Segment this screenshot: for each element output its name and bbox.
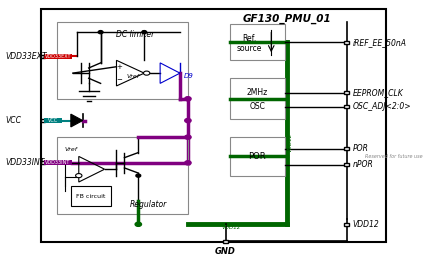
Text: nPOR: nPOR bbox=[353, 160, 373, 169]
Circle shape bbox=[185, 118, 191, 123]
Text: VDD33EXT: VDD33EXT bbox=[5, 52, 47, 61]
Text: VDD33EXT: VDD33EXT bbox=[45, 54, 71, 59]
Bar bbox=[344, 223, 349, 226]
Text: FB circuit: FB circuit bbox=[76, 194, 106, 199]
Text: VDD12: VDD12 bbox=[288, 133, 293, 152]
Circle shape bbox=[142, 31, 147, 34]
Text: Vref: Vref bbox=[127, 75, 139, 80]
Text: Vref: Vref bbox=[65, 147, 78, 153]
Text: VCC: VCC bbox=[48, 118, 58, 123]
Text: DC limiter: DC limiter bbox=[116, 30, 154, 39]
Text: EEPROM_CLK: EEPROM_CLK bbox=[353, 88, 403, 97]
Text: iREF_EE_50nA: iREF_EE_50nA bbox=[353, 38, 407, 47]
Polygon shape bbox=[71, 114, 83, 127]
Circle shape bbox=[98, 31, 103, 34]
Text: GF130_PMU_01: GF130_PMU_01 bbox=[243, 14, 332, 24]
Text: OSC_ADJ<2:0>: OSC_ADJ<2:0> bbox=[353, 103, 411, 111]
Circle shape bbox=[135, 222, 142, 226]
Text: OSC: OSC bbox=[249, 103, 265, 111]
Bar bbox=[344, 41, 349, 44]
Text: VDD12: VDD12 bbox=[353, 220, 379, 229]
Bar bbox=[344, 105, 349, 109]
Bar bbox=[344, 91, 349, 94]
Bar bbox=[41, 119, 45, 122]
Text: source: source bbox=[237, 44, 262, 53]
Text: 2MHz: 2MHz bbox=[247, 88, 268, 97]
Text: GND: GND bbox=[215, 247, 236, 256]
Circle shape bbox=[143, 71, 150, 75]
Text: VCC: VCC bbox=[5, 116, 21, 125]
FancyBboxPatch shape bbox=[44, 118, 62, 123]
Text: POR: POR bbox=[248, 152, 266, 161]
Circle shape bbox=[185, 135, 191, 139]
Text: Reserved for future use: Reserved for future use bbox=[365, 154, 422, 159]
Bar bbox=[344, 147, 349, 150]
Circle shape bbox=[185, 97, 191, 101]
Bar bbox=[41, 55, 45, 58]
Text: Regulator: Regulator bbox=[130, 200, 167, 209]
Bar bbox=[344, 163, 349, 166]
Text: +: + bbox=[117, 64, 123, 70]
Bar bbox=[41, 161, 45, 164]
Text: VDD33INT: VDD33INT bbox=[45, 160, 71, 165]
Circle shape bbox=[185, 161, 191, 165]
Bar bbox=[223, 240, 228, 243]
Text: D9: D9 bbox=[184, 73, 194, 79]
Text: −: − bbox=[117, 77, 123, 83]
Text: POR: POR bbox=[353, 144, 369, 153]
Text: VDD12: VDD12 bbox=[222, 225, 241, 230]
Text: Ref.: Ref. bbox=[242, 34, 257, 42]
FancyBboxPatch shape bbox=[44, 54, 72, 59]
Circle shape bbox=[136, 174, 141, 177]
Text: VDD33INT: VDD33INT bbox=[5, 158, 45, 167]
FancyBboxPatch shape bbox=[44, 160, 72, 165]
Circle shape bbox=[76, 174, 82, 178]
